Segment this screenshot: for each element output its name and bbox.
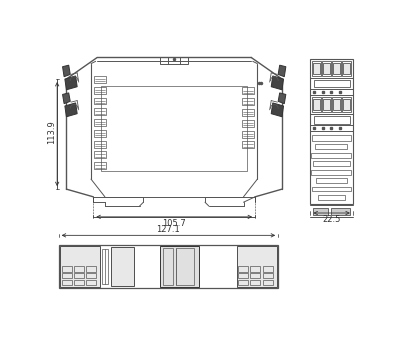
Bar	[94, 76, 106, 83]
Bar	[94, 151, 106, 159]
Bar	[342, 97, 350, 112]
Bar	[242, 87, 254, 95]
Polygon shape	[62, 93, 70, 104]
Bar	[238, 273, 248, 278]
Bar	[250, 266, 260, 272]
Bar	[101, 86, 247, 171]
Bar	[94, 108, 106, 115]
Bar	[236, 246, 277, 287]
Polygon shape	[65, 76, 77, 90]
Polygon shape	[65, 103, 77, 117]
Bar	[94, 97, 106, 105]
Bar	[74, 266, 84, 272]
Bar	[242, 131, 254, 137]
Bar	[86, 266, 96, 272]
Bar	[343, 63, 350, 74]
Bar	[242, 98, 254, 105]
Bar	[322, 61, 330, 76]
Text: 105.7: 105.7	[162, 219, 186, 228]
Bar	[263, 273, 273, 278]
Bar	[313, 63, 320, 74]
Bar	[74, 280, 84, 285]
Bar	[242, 120, 254, 127]
Bar	[312, 97, 320, 112]
Bar	[312, 187, 350, 191]
Polygon shape	[271, 76, 284, 90]
Bar	[160, 57, 188, 64]
Bar	[314, 80, 350, 87]
Bar	[111, 247, 134, 286]
Bar	[314, 116, 350, 124]
Bar	[250, 273, 260, 278]
Text: 113.9: 113.9	[47, 120, 56, 144]
Polygon shape	[271, 103, 284, 117]
Bar	[62, 273, 72, 278]
Bar	[331, 208, 350, 215]
Bar	[316, 178, 347, 183]
Polygon shape	[62, 65, 70, 77]
Bar	[323, 99, 330, 110]
Bar	[163, 248, 174, 285]
Bar	[312, 135, 350, 141]
Bar	[59, 245, 278, 288]
Bar	[62, 266, 72, 272]
Bar	[250, 280, 260, 285]
Bar	[315, 145, 348, 149]
Bar	[312, 61, 320, 76]
Bar	[60, 246, 100, 287]
Bar	[238, 266, 248, 272]
Bar	[62, 280, 72, 285]
Bar	[242, 141, 254, 148]
Bar	[313, 161, 350, 166]
Text: 22.5: 22.5	[322, 215, 341, 224]
Bar	[322, 97, 330, 112]
Bar	[238, 280, 248, 285]
Bar	[333, 63, 340, 74]
Bar	[263, 266, 273, 272]
Bar	[86, 280, 96, 285]
Bar	[323, 63, 330, 74]
Bar	[342, 61, 350, 76]
Bar	[102, 249, 108, 284]
Bar	[310, 59, 353, 204]
Bar	[263, 280, 273, 285]
Bar	[94, 119, 106, 126]
Bar	[94, 87, 106, 94]
Bar	[311, 153, 351, 157]
Text: 127.1: 127.1	[156, 225, 180, 234]
Bar	[313, 208, 328, 215]
Bar	[343, 99, 350, 110]
Bar	[176, 248, 194, 285]
Bar	[74, 273, 84, 278]
Bar	[94, 162, 106, 169]
Bar	[94, 130, 106, 137]
Bar	[242, 109, 254, 116]
Polygon shape	[278, 93, 286, 104]
Bar	[311, 170, 351, 175]
Bar	[332, 97, 340, 112]
Bar	[318, 195, 345, 200]
Bar	[332, 61, 340, 76]
Bar	[160, 246, 199, 287]
Bar	[94, 141, 106, 147]
Polygon shape	[278, 65, 286, 77]
Bar	[86, 273, 96, 278]
Bar	[333, 99, 340, 110]
Bar	[313, 99, 320, 110]
